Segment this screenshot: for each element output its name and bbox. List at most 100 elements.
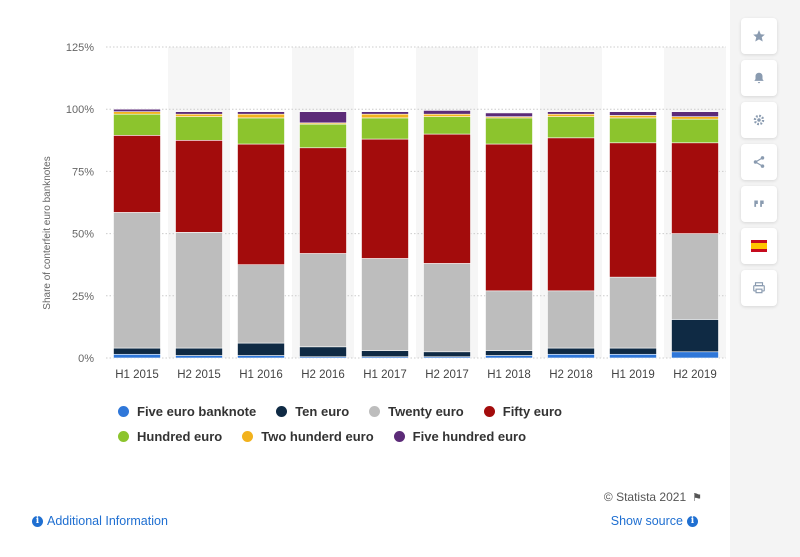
bar-segment[interactable] [361,113,409,119]
y-tick-label: 75% [72,166,94,178]
bar-segment[interactable] [175,347,223,356]
legend-item[interactable]: Five euro banknote [118,404,256,419]
bar-segment[interactable] [175,140,223,233]
bar-segment[interactable] [609,115,657,119]
y-tick-label: 100% [66,104,94,116]
bar-segment[interactable] [671,319,719,353]
bar-segment[interactable] [423,133,471,264]
bar-segment[interactable] [361,350,409,358]
bar-segment[interactable] [485,143,533,292]
bar-segment[interactable] [547,347,595,355]
stacked-bar-chart: 0% 25% 50% 75% 100% 125% H1 2015 H2 2015 H1 201… [42,42,726,381]
flag-icon[interactable]: ⚑ [692,491,702,504]
legend-item[interactable]: Ten euro [276,404,349,419]
spain-flag-icon [751,240,767,252]
settings-button[interactable] [741,102,777,138]
bar-segment[interactable] [299,253,347,348]
bar-segment[interactable] [113,347,161,355]
legend-item[interactable]: Fifty euro [483,404,562,419]
bar-segment[interactable] [547,111,595,115]
bar-segment[interactable] [547,290,595,349]
bar-segment[interactable] [299,123,347,149]
bar-segment[interactable] [485,112,533,117]
bar-segment[interactable] [609,276,657,349]
bar-segment[interactable] [671,351,719,359]
legend-item[interactable]: Hundred euro [118,429,222,444]
bar-segment[interactable] [175,116,223,141]
bar-segment[interactable] [485,117,533,145]
x-tick-label: H2 2017 [425,369,468,381]
bar-segment[interactable] [113,353,161,359]
legend-swatch [118,431,129,442]
legend-label: Five euro banknote [137,404,257,419]
legend-item[interactable]: Five hundred euro [393,429,526,444]
bar-segment[interactable] [609,142,657,278]
bar-segment[interactable] [237,111,285,115]
bar-segment[interactable] [609,347,657,355]
bar-segment[interactable] [609,353,657,359]
bar-segment[interactable] [113,113,161,136]
quote-icon [754,200,764,207]
x-tick-label: H1 2019 [611,369,654,381]
bar-segment[interactable] [237,113,285,119]
additional-information-link[interactable]: i Additional Information [28,514,168,528]
bar-segment[interactable] [485,350,533,356]
bar-segment[interactable] [299,346,347,358]
bar-segment[interactable] [361,111,409,115]
bar-segment[interactable] [237,264,285,344]
legend-label: Ten euro [295,404,350,419]
bar-segment[interactable] [423,116,471,135]
bar-segment[interactable] [547,113,595,117]
print-button[interactable] [741,270,777,306]
bar-segment[interactable] [609,111,657,116]
bar-segment[interactable] [113,212,161,349]
bar-segment[interactable] [175,355,223,359]
legend-item[interactable]: Two hunderd euro [242,429,374,444]
legend-item[interactable]: Twenty euro [369,404,464,419]
share-icon [753,156,765,168]
bar-segment[interactable] [423,110,471,115]
bar-segment[interactable] [671,142,719,234]
legend-label: Twenty euro [388,404,464,419]
bar-segment[interactable] [485,355,533,359]
notification-button[interactable] [741,60,777,96]
bar-segment[interactable] [113,108,161,112]
cite-button[interactable] [741,186,777,222]
bar-segment[interactable] [361,117,409,140]
bar-segment[interactable] [609,117,657,144]
bar-segment[interactable] [113,135,161,213]
bar-segment[interactable] [237,117,285,145]
language-button[interactable] [741,228,777,264]
bar-segment[interactable] [671,233,719,320]
bar-segment[interactable] [299,111,347,124]
bell-icon [754,72,764,84]
bar-segment[interactable] [175,232,223,349]
bar-segment[interactable] [237,355,285,359]
y-tick-label: 0% [78,353,94,365]
share-button[interactable] [741,144,777,180]
bar-segment[interactable] [423,113,471,117]
bar-segment[interactable] [671,116,719,120]
bar-segment[interactable] [671,111,719,117]
favorite-button[interactable] [741,18,777,54]
show-source-label: Show source [610,514,683,528]
bar-segment[interactable] [423,263,471,353]
bar-segment[interactable] [361,138,409,259]
show-source-link[interactable]: Show source i [611,514,702,528]
bar-segment[interactable] [175,111,223,115]
gear-icon [753,114,765,126]
bar-segment[interactable] [237,342,285,356]
bar-segment[interactable] [113,111,161,115]
bar-segment[interactable] [299,147,347,254]
bar-segment[interactable] [361,258,409,351]
bar-segment[interactable] [237,143,285,265]
bar-segment[interactable] [547,137,595,292]
bar-segment[interactable] [671,118,719,144]
bar-segment[interactable] [547,116,595,139]
bar-segment[interactable] [423,351,471,358]
bar-segment[interactable] [175,113,223,117]
bar-segment[interactable] [485,290,533,351]
x-tick-label: H2 2019 [673,369,716,381]
bar-segment[interactable] [547,353,595,359]
credit-text: © Statista 2021 [603,490,687,504]
